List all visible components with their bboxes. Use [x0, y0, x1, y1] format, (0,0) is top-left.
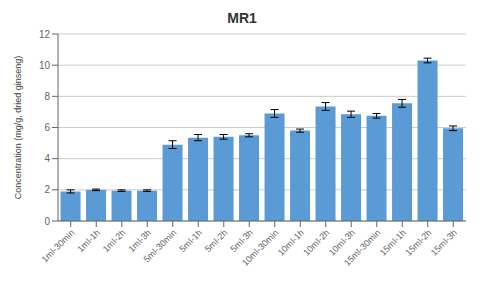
svg-text:1ml-30min: 1ml-30min — [40, 228, 77, 265]
svg-text:15ml-1h: 15ml-1h — [378, 228, 408, 258]
svg-text:15ml-30min: 15ml-30min — [342, 228, 382, 268]
svg-text:2: 2 — [44, 184, 50, 195]
svg-text:15ml-2h: 15ml-2h — [403, 228, 433, 258]
svg-text:1ml-1h: 1ml-1h — [75, 228, 102, 255]
svg-text:4: 4 — [44, 153, 50, 164]
svg-text:10: 10 — [39, 60, 51, 71]
svg-text:Concentration (mg/g, dried gin: Concentration (mg/g, dried ginseng) — [13, 56, 23, 200]
html-text:MR1: MR1 — [227, 10, 257, 26]
svg-text:10ml-1h: 10ml-1h — [276, 228, 306, 258]
svg-text:5ml-1h: 5ml-1h — [177, 228, 204, 255]
svg-text:10ml-3h: 10ml-3h — [326, 227, 357, 258]
svg-text:6: 6 — [44, 122, 50, 133]
svg-text:5ml-3h: 5ml-3h — [228, 227, 255, 255]
svg-text:10ml-2h: 10ml-2h — [301, 228, 331, 258]
svg-text:10ml-30min: 10ml-30min — [240, 228, 280, 268]
svg-text:15ml-3h: 15ml-3h — [429, 228, 459, 258]
svg-text:5ml-2h: 5ml-2h — [203, 228, 230, 255]
svg-text:0: 0 — [44, 216, 50, 227]
svg-text:1ml-2h: 1ml-2h — [101, 228, 128, 255]
svg-text:12: 12 — [39, 29, 51, 40]
svg-text:5ml-30min: 5ml-30min — [142, 228, 179, 265]
svg-text:8: 8 — [44, 91, 50, 102]
svg-text:1ml-3h: 1ml-3h — [126, 227, 153, 255]
